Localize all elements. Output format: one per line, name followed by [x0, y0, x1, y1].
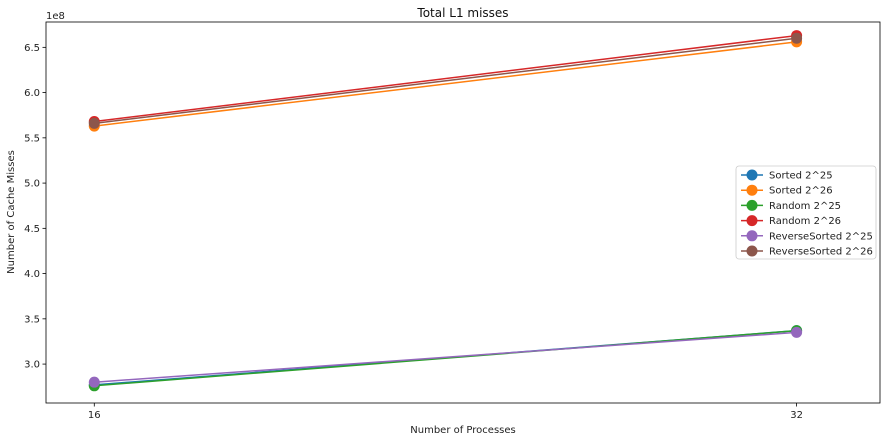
legend-item: Random 2^25	[741, 199, 841, 212]
y-tick-label: 5.0	[24, 179, 40, 190]
legend-label: ReverseSorted 2^25	[769, 231, 873, 242]
legend-box	[735, 165, 877, 260]
legend: Sorted 2^25 Sorted 2^26 Random 2^25 Random …	[735, 165, 877, 260]
plot-area	[45, 21, 881, 404]
data-point	[791, 326, 803, 338]
series-line	[94, 37, 797, 125]
legend-marker	[746, 169, 758, 181]
series-5	[88, 326, 803, 388]
data-point	[88, 117, 100, 129]
y-tick-label: 3.5	[24, 314, 40, 325]
series-line	[94, 331, 797, 383]
series-4	[88, 30, 803, 128]
series-line	[94, 329, 797, 387]
y-tick-label: 4.5	[24, 224, 40, 235]
series-line	[94, 34, 797, 123]
legend-label: Sorted 2^26	[769, 186, 833, 197]
x-tick-label: 16	[88, 410, 101, 421]
series-3	[88, 325, 803, 392]
legend-item: ReverseSorted 2^25	[741, 230, 873, 242]
y-axis-label: Number of Cache Misses	[6, 150, 17, 274]
y-tick-label: 5.5	[24, 133, 40, 144]
legend-item: Sorted 2^25	[741, 169, 833, 182]
x-axis-label: Number of Processes	[410, 425, 515, 436]
chart-title: Total L1 misses	[416, 6, 508, 20]
legend-marker	[746, 184, 758, 196]
legend-item: ReverseSorted 2^26	[741, 245, 873, 258]
x-tick-label: 32	[790, 410, 803, 421]
series-6	[88, 32, 803, 129]
legend-label: Random 2^26	[769, 216, 841, 227]
data-point	[88, 376, 100, 388]
x-axis-ticks: 16 32	[88, 403, 803, 421]
y-tick-label: 4.0	[24, 269, 40, 280]
legend-label: ReverseSorted 2^26	[769, 247, 873, 258]
legend-marker	[746, 215, 758, 227]
legend-marker	[746, 245, 758, 257]
series-line	[94, 41, 797, 127]
data-point	[791, 32, 803, 44]
legend-item: Random 2^26	[741, 215, 841, 227]
y-tick-label: 3.0	[24, 360, 40, 371]
y-axis-scale-label: 1e8	[46, 11, 65, 22]
plot-frame	[45, 21, 881, 404]
legend-label: Random 2^25	[769, 201, 841, 212]
legend-item: Sorted 2^26	[741, 184, 833, 197]
legend-marker	[746, 230, 758, 242]
y-tick-label: 6.5	[24, 43, 40, 54]
series-layer	[88, 30, 803, 392]
legend-label: Sorted 2^25	[769, 171, 833, 182]
y-tick-label: 6.0	[24, 88, 40, 99]
y-axis-ticks: 3.0 3.5 4.0 4.5 5.0 5.5 6.0 6.5	[24, 43, 46, 371]
legend-marker	[746, 199, 758, 211]
